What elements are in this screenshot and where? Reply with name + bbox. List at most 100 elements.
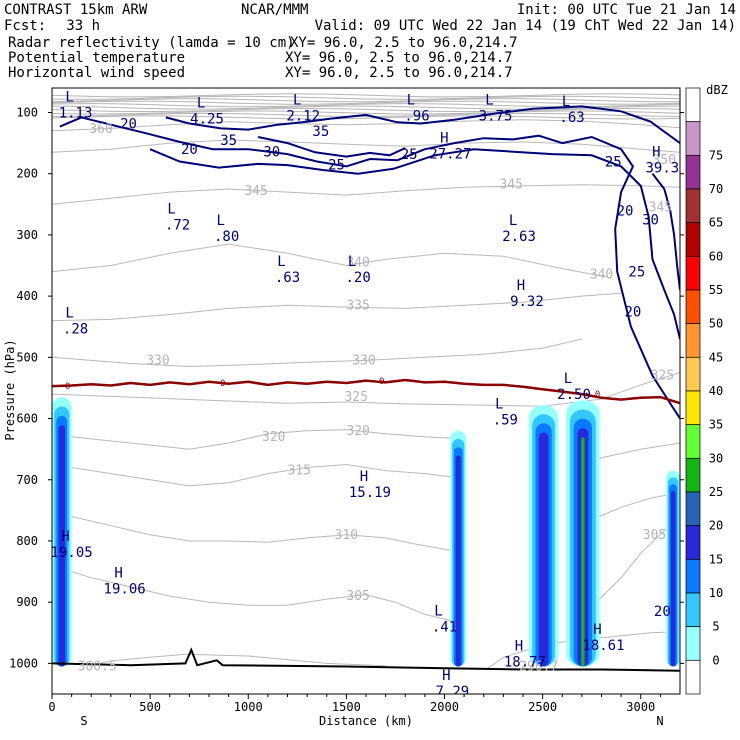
theta-label: 330 — [146, 353, 169, 368]
field-1-xy: XY= 96.0, 2.5 to 96.0,214.7 — [290, 35, 518, 51]
colorbar-label: 45 — [709, 350, 723, 364]
freezing-level-label: 0 — [595, 390, 600, 400]
colorbar-label: 15 — [709, 552, 723, 566]
colorbar: dBZ 0 5 10 15 20 25 30 35 40 45 50 55 60 65 70 75 — [685, 83, 728, 695]
extremum-value: 1.13 — [59, 105, 93, 121]
fcst-label: Fcst: — [4, 18, 46, 34]
reflectivity-cell-4 — [581, 437, 585, 667]
colorbar-swatch — [685, 457, 701, 493]
theta-upper-contour — [52, 105, 680, 110]
init-time: Init: 00 UTC Tue 21 Jan 14 — [517, 2, 736, 18]
extremum-value: .72 — [165, 217, 190, 233]
theta-label: 340 — [346, 255, 369, 270]
wind-label: 30 — [263, 145, 280, 161]
theta-label: 330 — [352, 353, 375, 368]
extremum-type: L — [485, 92, 493, 108]
colorbar-label: 5 — [712, 620, 719, 634]
colorbar-label: 70 — [709, 182, 723, 196]
theta-contour-360 — [52, 119, 680, 132]
theta-label: 325 — [651, 369, 674, 384]
colorbar-swatch — [685, 356, 701, 392]
colorbar-label: 0 — [712, 653, 719, 667]
theta-contour-305 — [599, 528, 667, 600]
colorbar-swatch — [685, 121, 701, 156]
extremum-value: .63 — [559, 110, 584, 126]
wind-contour-35 — [165, 105, 680, 144]
colorbar-label: 40 — [709, 384, 723, 398]
wind-label: 35 — [220, 133, 237, 149]
reflectivity-cell-5 — [670, 491, 676, 667]
extremum-value: 27.27 — [429, 146, 471, 162]
valid-time: Valid: 09 UTC Wed 22 Jan 14 (19 ChT Wed … — [315, 18, 736, 34]
field-3-xy: XY= 96.0, 2.5 to 96.0,214.7 — [285, 65, 513, 81]
theta-label: 315 — [288, 464, 311, 479]
x-tick-label: 3000 — [626, 700, 655, 714]
terrain-surface-line — [52, 647, 680, 672]
wind-label: 20 — [617, 203, 634, 219]
colorbar-label: 55 — [709, 283, 723, 297]
field-2-xy: XY= 96.0, 2.5 to 96.0,214.7 — [285, 50, 513, 66]
theta-label: 300.5 — [78, 659, 117, 674]
wind-label: 25 — [628, 265, 645, 281]
extremum-value: .41 — [432, 619, 457, 635]
extremum-type: H — [114, 566, 122, 582]
y-tick-label: 1000 — [9, 656, 38, 670]
extremum-type: L — [407, 92, 415, 108]
y-tick-label: 500 — [16, 350, 38, 364]
colorbar-label: 60 — [709, 249, 723, 263]
x-tick-label: 2000 — [430, 700, 459, 714]
y-tick-label: 100 — [16, 105, 38, 119]
y-axis-label: Pressure (hPa) — [3, 339, 17, 440]
extremum-type: L — [509, 213, 517, 229]
theta-label: 325 — [344, 390, 367, 405]
theta-label: 305 — [346, 589, 369, 604]
theta-contour-315 — [71, 463, 451, 487]
theta-contour-325 — [52, 372, 680, 407]
theta-contour-310 — [599, 494, 667, 517]
theta-label: 345 — [499, 178, 522, 193]
extremum-type: L — [348, 254, 356, 270]
colorbar-swatch — [685, 592, 701, 628]
theta-label: 335 — [346, 298, 369, 313]
endpoint-north: N — [656, 714, 663, 728]
theta-contour-340 — [52, 243, 612, 279]
extremum-type: H — [360, 469, 368, 485]
colorbar-swatch — [685, 154, 701, 190]
reflectivity-cell-1 — [58, 425, 65, 667]
y-tick-label: 600 — [16, 412, 38, 426]
model-title: CONTRAST 15km ARW — [4, 2, 148, 18]
theta-upper-contour — [52, 110, 680, 115]
theta-label: 296.7 — [519, 659, 558, 674]
colorbar-label: 50 — [709, 317, 723, 331]
extremum-type: L — [216, 213, 224, 229]
wind-contour-30 — [651, 173, 680, 291]
figure-header: CONTRAST 15km ARW NCAR/MMM Init: 00 UTC … — [4, 2, 736, 81]
colorbar-swatch — [685, 525, 701, 560]
colorbar-label: 30 — [709, 451, 723, 465]
extremum-value: 2.63 — [502, 229, 536, 245]
colorbar-unit: dBZ — [706, 83, 728, 97]
field-1-name: Radar reflectivity (lamda = 10 cm) — [8, 35, 295, 51]
extremum-value: 4.25 — [190, 111, 224, 127]
y-tick-label: 900 — [16, 595, 38, 609]
theta-contour-300 — [487, 631, 680, 669]
theta-label: 310 — [335, 528, 358, 543]
colorbar-swatch — [685, 558, 701, 594]
theta-contour-330 — [52, 338, 583, 368]
theta-contour-310 — [71, 516, 451, 551]
extremum-type: H — [517, 278, 525, 294]
colorbar-swatch — [685, 188, 701, 224]
extremum-value: .80 — [214, 229, 239, 245]
colorbar-swatch — [685, 323, 701, 358]
theta-upper-contour — [52, 115, 680, 120]
extremum-type: H — [593, 622, 601, 638]
wind-label: 35 — [312, 124, 329, 140]
theta-contour-345 — [52, 184, 680, 205]
extremum-type: L — [564, 371, 572, 387]
extremum-value: 39.3 — [645, 160, 679, 176]
extremum-type: H — [440, 130, 448, 146]
colorbar-swatch — [685, 491, 701, 527]
colorbar-label: 25 — [709, 485, 723, 499]
field-2-name: Potential temperature — [8, 50, 185, 66]
theta-contour-315 — [599, 442, 680, 459]
